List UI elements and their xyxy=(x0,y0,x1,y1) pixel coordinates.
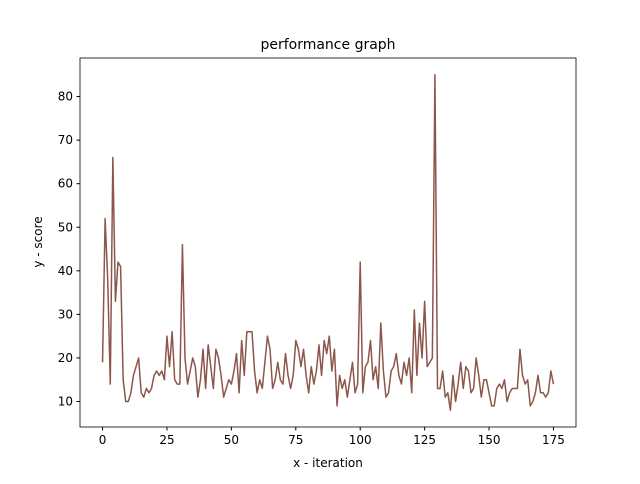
y-tick-label: 80 xyxy=(58,90,73,104)
x-tick-label: 0 xyxy=(99,433,107,447)
y-axis-label: y - score xyxy=(31,216,45,267)
x-tick-label: 25 xyxy=(159,433,174,447)
y-tick-label: 60 xyxy=(58,177,73,191)
plot-frame xyxy=(79,57,577,428)
y-tick-label: 10 xyxy=(58,395,73,409)
y-tick-label: 30 xyxy=(58,307,73,321)
chart-title: performance graph xyxy=(260,37,395,53)
x-tick-label: 125 xyxy=(413,433,436,447)
y-tick-label: 40 xyxy=(58,264,73,278)
y-tick-label: 70 xyxy=(58,133,73,147)
x-tick-label: 100 xyxy=(349,433,372,447)
x-tick-label: 150 xyxy=(478,433,501,447)
x-tick-label: 175 xyxy=(542,433,565,447)
y-tick-label: 20 xyxy=(58,351,73,365)
y-tick-label: 50 xyxy=(58,220,73,234)
x-tick-label: 75 xyxy=(288,433,303,447)
x-tick-label: 50 xyxy=(224,433,239,447)
data-line xyxy=(101,74,555,411)
x-axis-label: x - iteration xyxy=(293,456,363,470)
